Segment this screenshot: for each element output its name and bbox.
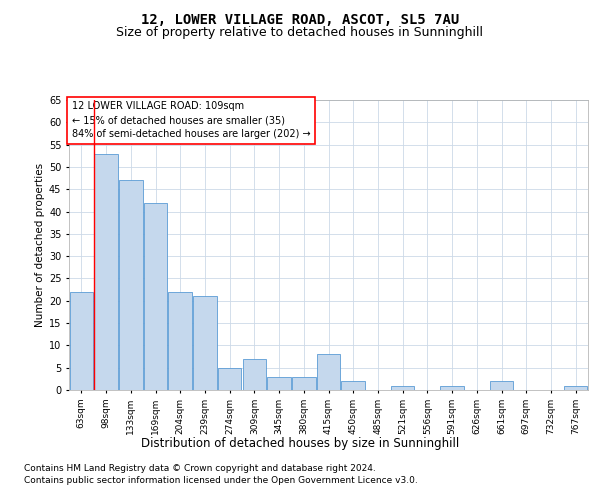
Y-axis label: Number of detached properties: Number of detached properties xyxy=(35,163,44,327)
Text: 12 LOWER VILLAGE ROAD: 109sqm
← 15% of detached houses are smaller (35)
84% of s: 12 LOWER VILLAGE ROAD: 109sqm ← 15% of d… xyxy=(71,102,310,140)
Text: Contains public sector information licensed under the Open Government Licence v3: Contains public sector information licen… xyxy=(24,476,418,485)
Text: Contains HM Land Registry data © Crown copyright and database right 2024.: Contains HM Land Registry data © Crown c… xyxy=(24,464,376,473)
Bar xyxy=(391,386,415,390)
Bar xyxy=(292,376,316,390)
Bar xyxy=(144,202,167,390)
Bar xyxy=(70,292,93,390)
Bar xyxy=(193,296,217,390)
Bar xyxy=(218,368,241,390)
Bar xyxy=(341,381,365,390)
Bar xyxy=(490,381,513,390)
Bar xyxy=(119,180,143,390)
Text: Size of property relative to detached houses in Sunninghill: Size of property relative to detached ho… xyxy=(116,26,484,39)
Bar xyxy=(440,386,464,390)
Bar xyxy=(317,354,340,390)
Text: Distribution of detached houses by size in Sunninghill: Distribution of detached houses by size … xyxy=(141,438,459,450)
Bar xyxy=(268,376,291,390)
Bar xyxy=(564,386,587,390)
Bar xyxy=(242,359,266,390)
Text: 12, LOWER VILLAGE ROAD, ASCOT, SL5 7AU: 12, LOWER VILLAGE ROAD, ASCOT, SL5 7AU xyxy=(141,12,459,26)
Bar xyxy=(94,154,118,390)
Bar xyxy=(169,292,192,390)
